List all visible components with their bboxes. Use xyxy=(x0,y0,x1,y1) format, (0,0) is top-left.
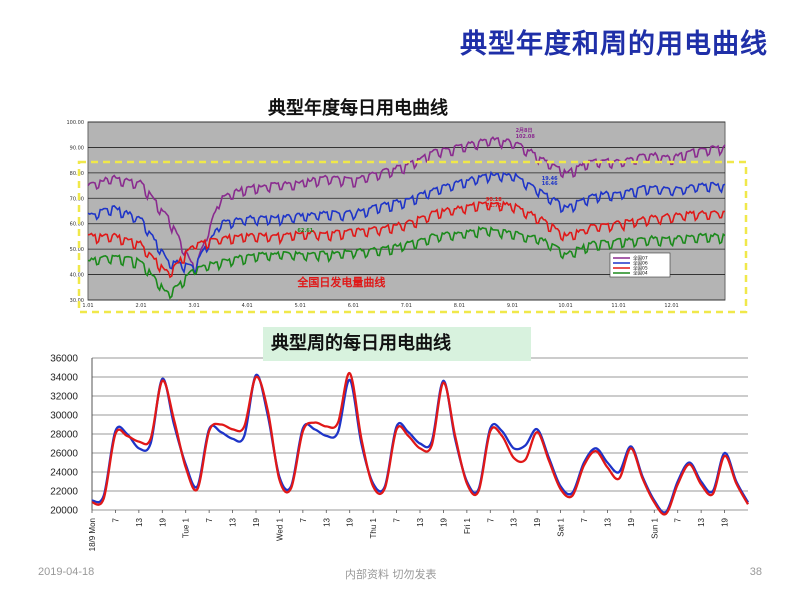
weekly-y-tick-label: 32000 xyxy=(50,392,78,403)
weekly-chart-title: 典型周的每日用电曲线 xyxy=(263,327,531,361)
yearly-x-tick-label: 9.01 xyxy=(507,303,518,309)
yearly-x-tick-label: 10.01 xyxy=(558,303,572,309)
weekly-x-tick-label: 19 xyxy=(533,517,542,526)
yearly-y-tick-label: 90.00 xyxy=(70,145,84,151)
weekly-x-tick-label: 19 xyxy=(627,517,636,526)
yearly-x-tick-label: 7.01 xyxy=(401,303,412,309)
yearly-chart-title: 典型年度每日用电曲线 xyxy=(268,98,448,119)
weekly-x-tick-label: 19 xyxy=(252,517,261,526)
yearly-x-tick-label: 3.01 xyxy=(189,303,200,309)
yearly-x-tick-label: 8.01 xyxy=(454,303,465,309)
weekly-x-tick-label: Sun 1 xyxy=(650,517,659,538)
weekly-y-tick-label: 30000 xyxy=(50,411,78,422)
weekly-x-tick-label: 13 xyxy=(322,517,331,526)
yearly-x-tick-label: 5.01 xyxy=(295,303,306,309)
yearly-point-label: 71.72 xyxy=(486,203,502,209)
weekly-x-tick-label: 7 xyxy=(674,517,683,522)
yearly-point-label: 62.61 xyxy=(297,228,313,234)
weekly-y-tick-label: 34000 xyxy=(50,373,78,384)
yearly-point-label: 16.46 xyxy=(542,181,558,187)
yearly-x-tick-label: 2.01 xyxy=(135,303,146,309)
weekly-y-tick-label: 28000 xyxy=(50,430,78,441)
yearly-x-tick-label: 4.01 xyxy=(242,303,253,309)
weekly-x-tick-label: 7 xyxy=(299,517,308,522)
yearly-x-tick-label: 1.01 xyxy=(82,303,93,309)
yearly-x-tick-label: 6.01 xyxy=(348,303,359,309)
page-number: 38 xyxy=(749,566,762,578)
weekly-x-tick-label: Wed 1 xyxy=(275,517,284,541)
weekly-x-tick-label: 7 xyxy=(111,517,120,522)
weekly-x-tick-label: 13 xyxy=(603,517,612,526)
yearly-point-label: 102.08 xyxy=(516,134,536,140)
footer-note: 内部资料 切勿发表 xyxy=(345,568,437,581)
weekly-x-tick-label: 13 xyxy=(697,517,706,526)
weekly-x-tick-label: 7 xyxy=(393,517,402,522)
yearly-y-tick-label: 100.00 xyxy=(67,120,85,126)
yearly-y-tick-label: 70.00 xyxy=(70,196,84,202)
weekly-x-tick-label: 13 xyxy=(416,517,425,526)
yearly-y-tick-label: 40.00 xyxy=(70,273,84,279)
slide-title: 典型年度和周的用电曲线 xyxy=(460,29,768,60)
yearly-point-label: 90.18 xyxy=(486,197,502,203)
yearly-x-tick-label: 11.01 xyxy=(611,303,625,309)
yearly-y-tick-label: 60.00 xyxy=(70,222,84,228)
weekly-x-tick-label: Fri 1 xyxy=(463,517,472,534)
yearly-legend-label: 全国05 xyxy=(633,265,648,272)
yearly-annotation: 全国日发电量曲线 xyxy=(296,275,385,289)
weekly-y-tick-label: 22000 xyxy=(50,487,78,498)
yearly-point-label: 2月8日 xyxy=(516,127,533,134)
weekly-x-tick-label: 13 xyxy=(229,517,238,526)
weekly-x-tick-label: Sat 1 xyxy=(557,517,566,536)
yearly-y-tick-label: 50.00 xyxy=(70,247,84,253)
weekly-series-line xyxy=(91,372,749,516)
weekly-y-tick-label: 36000 xyxy=(50,354,78,365)
weekly-x-tick-label: 19 xyxy=(439,517,448,526)
yearly-y-tick-label: 80.00 xyxy=(70,171,84,177)
yearly-series-line xyxy=(87,200,726,279)
yearly-legend-label: 全国07 xyxy=(633,255,648,262)
weekly-x-tick-label: 19 xyxy=(158,517,167,526)
weekly-x-tick-label: 19 xyxy=(346,517,355,526)
yearly-y-tick-label: 30.00 xyxy=(70,298,84,304)
weekly-x-tick-label: Thu 1 xyxy=(369,517,378,538)
weekly-y-tick-label: 24000 xyxy=(50,468,78,479)
footer-date: 2019-04-18 xyxy=(38,566,95,578)
weekly-x-tick-label: Tue 1 xyxy=(182,517,191,538)
weekly-x-tick-label: 7 xyxy=(580,517,589,522)
weekly-y-tick-label: 20000 xyxy=(50,506,78,517)
weekly-x-tick-label: 7 xyxy=(205,517,214,522)
yearly-x-tick-label: 12.01 xyxy=(664,303,678,309)
yearly-chart: 30.00 40.00 50.00 60.00 70.00 80.00 90.00 100.0… xyxy=(67,120,748,314)
weekly-x-tick-label: 18/9 Mon xyxy=(88,518,97,551)
weekly-x-tick-label: 19 xyxy=(721,517,730,526)
yearly-point-label: 19.46 xyxy=(542,176,558,182)
weekly-x-tick-label: 7 xyxy=(486,517,495,522)
weekly-x-tick-label: 13 xyxy=(135,517,144,526)
yearly-series-line xyxy=(87,225,726,300)
weekly-x-tick-label: 13 xyxy=(510,517,519,526)
yearly-legend-label: 全国04 xyxy=(633,270,648,277)
weekly-y-tick-label: 26000 xyxy=(50,449,78,460)
yearly-legend-label: 全国06 xyxy=(633,260,648,267)
